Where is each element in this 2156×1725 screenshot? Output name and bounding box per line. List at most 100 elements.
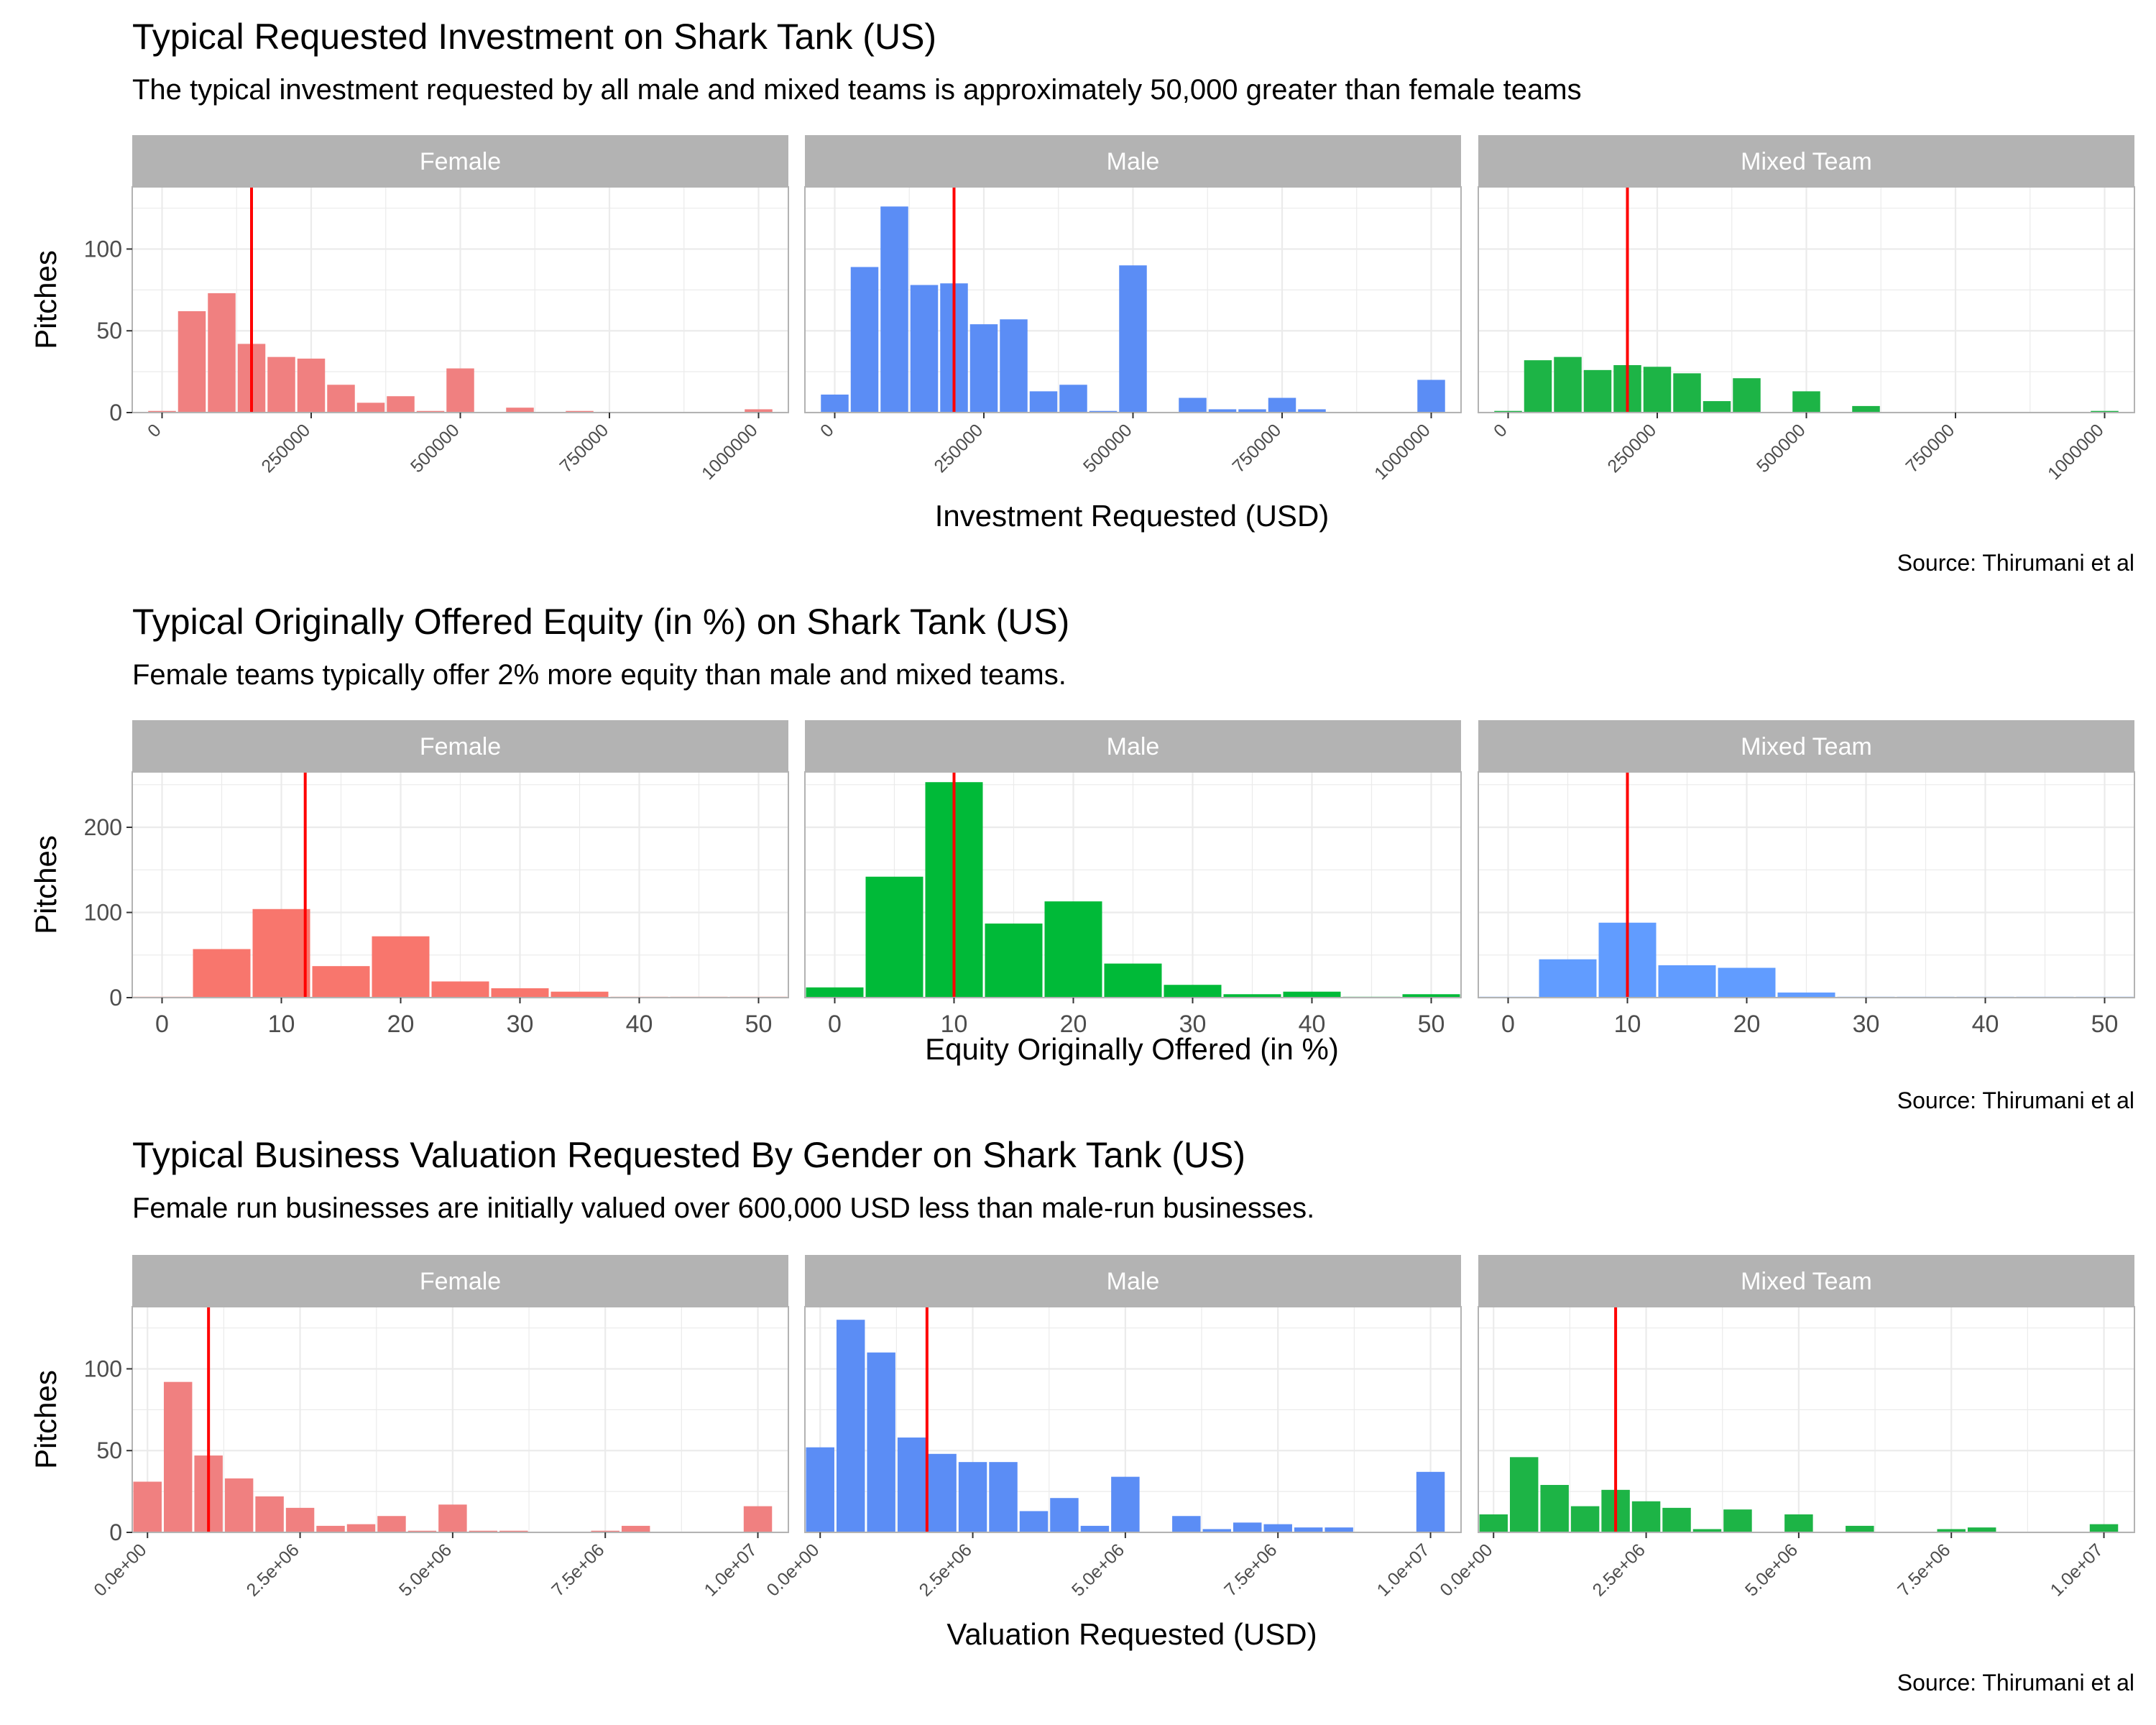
histogram-bar — [867, 1352, 895, 1532]
histogram-bar — [327, 385, 355, 413]
histogram-bar — [806, 1447, 834, 1532]
histogram-bar — [148, 410, 176, 413]
histogram-bar — [1179, 397, 1207, 413]
histogram-bar — [356, 402, 385, 413]
y-tick-label: 0 — [109, 400, 122, 426]
histogram-bar — [621, 1525, 650, 1532]
histogram-bar — [1111, 1476, 1140, 1532]
histogram-bar — [1852, 405, 1880, 413]
histogram-bar — [1233, 1522, 1262, 1532]
facet-strip — [805, 135, 1461, 186]
facet-strip — [132, 1255, 788, 1306]
histogram-bar — [1119, 265, 1147, 413]
histogram-bar — [255, 1496, 284, 1532]
histogram-bar — [969, 324, 998, 413]
facet-strip — [132, 720, 788, 771]
y-axis-label: Pitches — [29, 1370, 63, 1469]
histogram-bar — [1658, 965, 1716, 998]
histogram-bar — [1631, 1501, 1661, 1532]
x-tick-label: 0 — [155, 1011, 169, 1038]
facet-strip-label: Male — [1107, 733, 1160, 760]
facet-panel-female: Female 0 10 20 30 40 50 0 100 200 — [84, 720, 789, 1038]
facet-strip — [1478, 1255, 2134, 1306]
facet-strip-label: Female — [420, 148, 501, 175]
x-tick-label: 30 — [507, 1011, 534, 1038]
chart-subtitle: Female run businesses are initially valu… — [132, 1192, 1314, 1224]
histogram-bar — [1570, 1506, 1600, 1532]
histogram-bar — [1050, 1498, 1079, 1532]
y-tick-label: 100 — [84, 900, 122, 926]
charts-root: Typical Requested Investment on Shark Ta… — [29, 17, 2135, 1696]
histogram-bar — [743, 1506, 773, 1532]
histogram-bar — [297, 358, 326, 413]
facet-strip-label: Male — [1107, 148, 1160, 175]
histogram-bar — [1846, 1525, 1874, 1532]
histogram-bar — [1718, 967, 1776, 998]
histogram-bar — [1044, 901, 1102, 998]
y-tick-label: 0 — [109, 985, 122, 1011]
histogram-bar — [1298, 409, 1326, 413]
facet-strip-label: Female — [420, 733, 501, 760]
histogram-bar — [958, 1462, 987, 1532]
histogram-bar — [1937, 1529, 1966, 1532]
x-axis-label: Equity Originally Offered (in %) — [925, 1032, 1339, 1066]
facet-strip-label: Male — [1107, 1268, 1160, 1295]
histogram-bar — [1164, 985, 1222, 998]
histogram-bar — [1539, 959, 1597, 998]
x-tick-label: 0 — [1501, 1011, 1515, 1038]
chart-section-2: Typical Originally Offered Equity (in %)… — [29, 602, 2135, 1113]
histogram-bar — [1223, 994, 1281, 998]
panel-border — [804, 1306, 1462, 1533]
x-tick-label: 50 — [745, 1011, 773, 1038]
histogram-bar — [193, 949, 251, 998]
y-axis-label: Pitches — [29, 835, 63, 934]
facet-panel-mixed-team: Mixed Team 0 10 20 30 40 50 — [1478, 720, 2135, 1038]
x-tick-label: 20 — [387, 1011, 415, 1038]
histogram-bar — [1643, 367, 1672, 413]
facet-strip-label: Female — [420, 1268, 501, 1295]
y-tick-label: 100 — [84, 1356, 122, 1381]
x-tick-label: 20 — [1060, 1011, 1087, 1038]
panel-border — [1478, 771, 2135, 998]
histogram-bar — [928, 1453, 957, 1532]
histogram-bar — [1417, 380, 1445, 413]
histogram-bar — [985, 923, 1043, 998]
facet-strip-label: Mixed Team — [1741, 1268, 1872, 1295]
facet-panel-male: Male 0 10 20 30 40 50 — [804, 720, 1462, 1038]
histogram-bar — [865, 876, 923, 998]
source-caption: Source: Thirumani et al — [1897, 1087, 2134, 1113]
histogram-bar — [836, 1320, 865, 1532]
x-tick-label: 20 — [1733, 1011, 1761, 1038]
histogram-bar — [163, 1381, 193, 1532]
histogram-bar — [2091, 410, 2119, 413]
histogram-bar — [1089, 410, 1118, 413]
chart-title: Typical Requested Investment on Shark Ta… — [132, 17, 936, 57]
histogram-bar — [224, 1478, 254, 1532]
histogram-bar — [1263, 1524, 1292, 1532]
histogram-bar — [1967, 1527, 1996, 1532]
histogram-bar — [1583, 369, 1612, 413]
histogram-bar — [566, 410, 594, 413]
histogram-bar — [312, 966, 370, 998]
histogram-bar — [1479, 1514, 1508, 1532]
x-tick-label: 50 — [2091, 1011, 2119, 1038]
histogram-bar — [1238, 409, 1266, 413]
x-tick-label: 50 — [1418, 1011, 1445, 1038]
histogram-bar — [499, 1530, 528, 1532]
x-axis-label: Investment Requested (USD) — [935, 499, 1330, 533]
histogram-bar — [1540, 1485, 1569, 1532]
histogram-bar — [372, 936, 430, 998]
histogram-bar — [1104, 963, 1162, 998]
histogram-bar — [1059, 385, 1087, 413]
histogram-bar — [1208, 409, 1237, 413]
histogram-bar — [285, 1507, 315, 1532]
histogram-bar — [431, 981, 489, 998]
panel-border — [132, 771, 789, 998]
y-axis-label: Pitches — [29, 250, 63, 349]
histogram-bar — [806, 987, 864, 998]
x-tick-label: 40 — [1972, 1011, 1999, 1038]
histogram-bar — [438, 1504, 467, 1532]
histogram-bar — [346, 1524, 376, 1532]
histogram-bar — [469, 1530, 498, 1532]
